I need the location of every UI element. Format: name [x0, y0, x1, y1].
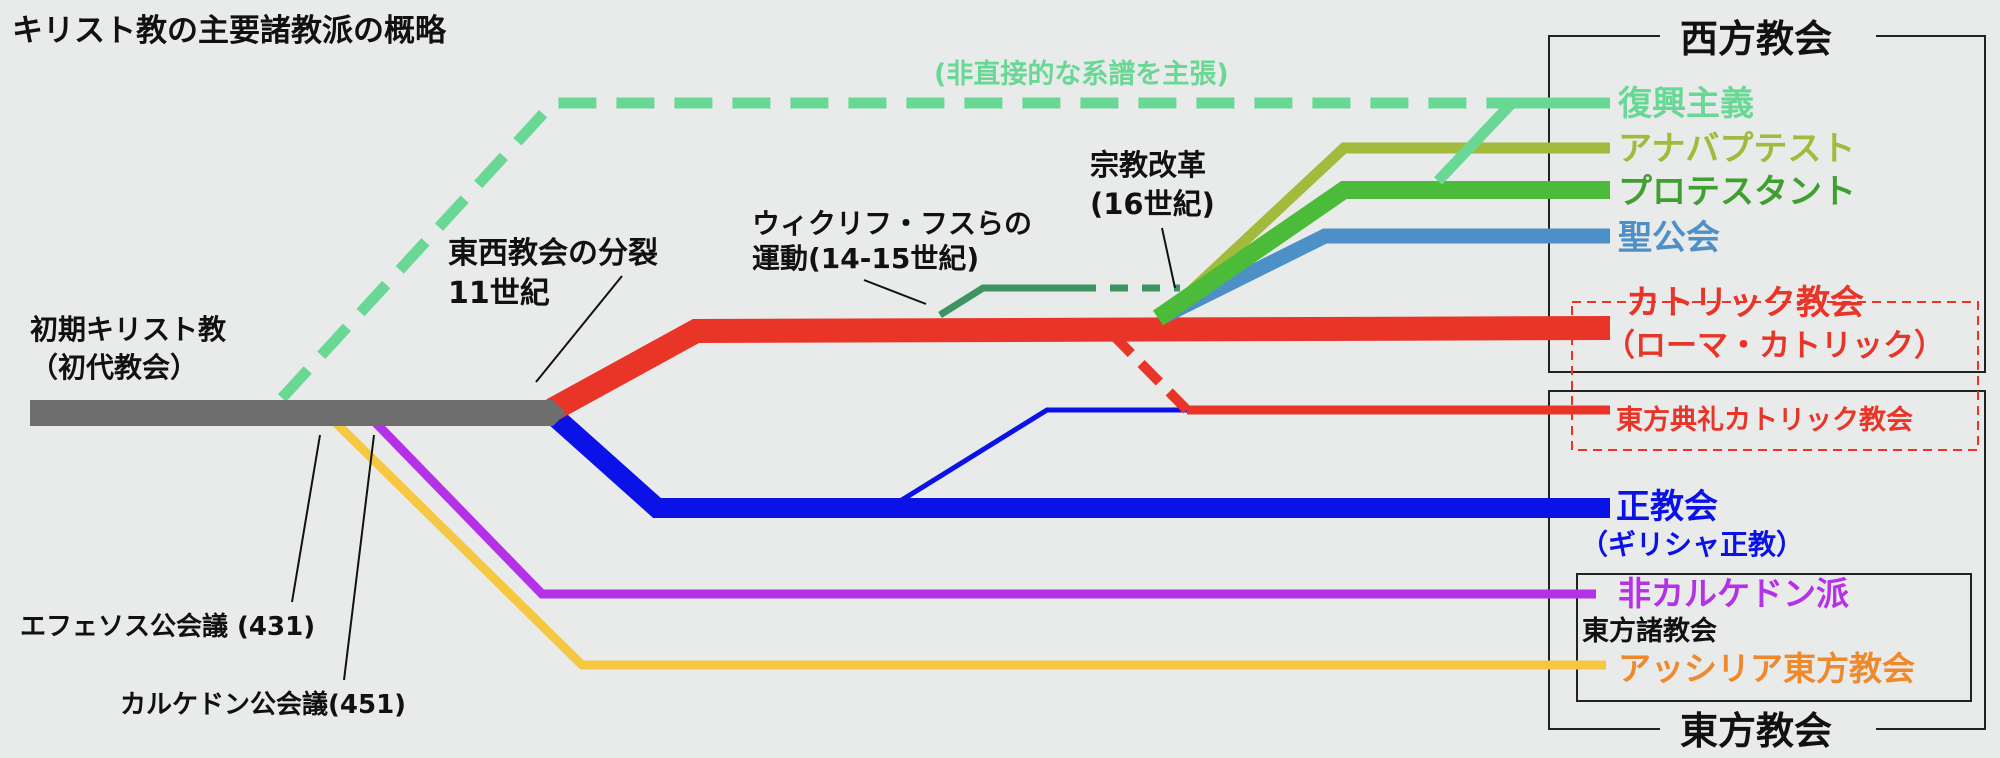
schism-century-label: 11世紀: [448, 276, 550, 311]
non-chalcedonian-line: [369, 416, 1596, 599]
catholic-label: カトリック教会: [1626, 283, 1864, 323]
restorationism-line: [1434, 97, 1610, 185]
schism-label: 東西教会の分裂: [448, 236, 658, 271]
eastern-church-label: 東方教会: [1680, 709, 1832, 753]
catholic-sublabel: （ローマ・カトリック）: [1604, 328, 1945, 364]
wycliffe-period-label: 運動(14-15世紀): [752, 242, 979, 275]
indirect-lineage-label: (非直接的な系譜を主張): [934, 58, 1229, 90]
western-label-bg: [1660, 16, 1876, 60]
orthodox-label: 正教会: [1616, 487, 1718, 527]
early-church-trunk: [30, 400, 553, 426]
early-church-trunk-tip: [553, 400, 566, 426]
chalcedon-label: カルケドン公会議(451): [120, 689, 406, 720]
restorationism-label: 復興主義: [1617, 84, 1754, 124]
non-chalcedonian-label: 非カルケドン派: [1618, 574, 1849, 613]
orthodox-line: [546, 407, 1610, 518]
diagram-title: キリスト教の主要諸教派の概略: [12, 13, 447, 49]
assyrian-label: アッシリア東方教会: [1618, 649, 1915, 688]
eastern-catholic-dashed-link: [1109, 331, 1191, 414]
orthodox-sublabel: （ギリシャ正教）: [1580, 528, 1804, 561]
catholic-dashed-box: [1571, 301, 1979, 451]
western-church-label: 西方教会: [1680, 17, 1832, 61]
ephesus-leader: [291, 434, 321, 603]
schism-leader: [535, 275, 623, 383]
protestant-line: [1152, 181, 1610, 326]
chalcedon-leader: [343, 434, 375, 681]
early-church-label: 初期キリスト教: [30, 313, 226, 346]
reformation-century-label: (16世紀): [1090, 187, 1215, 221]
anabaptist-line: [1158, 142, 1610, 323]
wycliffe-label: ウィクリフ・フスらの: [752, 207, 1032, 240]
early-church-sublabel: （初代教会）: [30, 351, 198, 384]
orthodox-to-eastern-catholic-line: [895, 407, 1187, 506]
ephesus-label: エフェソス公会議 (431): [20, 611, 315, 642]
assyrian-line: [329, 416, 1606, 670]
catholic-line: [546, 316, 1611, 421]
restorationism-dashed-line: [277, 97, 1546, 402]
anglican-label: 聖公会: [1618, 218, 1720, 258]
anglican-line: [1156, 228, 1610, 325]
reformation-leader: [1161, 227, 1176, 289]
anabaptist-label: アナバプテスト: [1618, 129, 1855, 169]
reformation-label: 宗教改革: [1090, 148, 1206, 182]
oriental-churches-label: 東方諸教会: [1582, 615, 1717, 647]
eastern-catholic-label: 東方典礼カトリック教会: [1616, 404, 1913, 436]
protestant-label: プロテスタント: [1618, 172, 1856, 212]
oriental-churches-box: [1576, 573, 1972, 702]
wycliffe-leader: [863, 279, 927, 305]
wycliffe-movement-line: [938, 284, 1078, 318]
eastern-label-bg: [1660, 706, 1876, 750]
